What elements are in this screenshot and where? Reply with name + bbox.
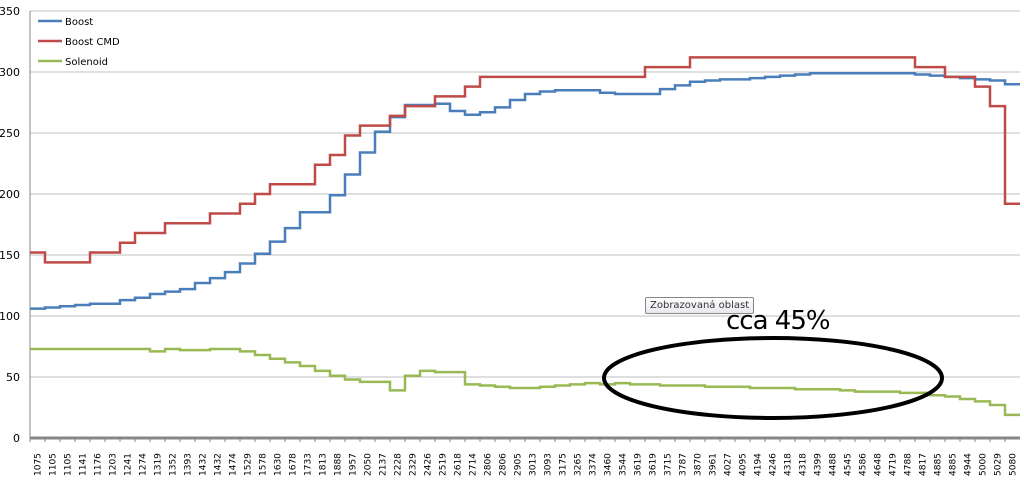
x-tick-label: 1241 — [124, 453, 134, 476]
x-tick-label: 3374 — [589, 453, 599, 476]
x-tick-label: 1105 — [64, 453, 74, 476]
x-tick-label: 4246 — [769, 453, 779, 476]
x-tick-label: 4817 — [919, 453, 929, 476]
x-tick-label: 1432 — [199, 453, 209, 476]
series-lines — [30, 56, 1020, 417]
x-tick-label: 2228 — [394, 453, 404, 476]
x-tick-label: 3013 — [529, 453, 539, 476]
x-tick-label: 1733 — [304, 453, 314, 476]
y-axis: 0 50 100 150 200 250 300 350 — [0, 5, 31, 445]
x-tick-label: 4788 — [904, 453, 914, 476]
x-tick-label: 1075 — [34, 453, 44, 476]
series-line-boost-cmd — [30, 56, 1020, 264]
x-tick-label: 3544 — [619, 453, 629, 476]
x-tick-label: 4194 — [754, 453, 764, 476]
y-tick-label: 250 — [0, 127, 20, 140]
x-tick-label: 3787 — [679, 453, 689, 476]
annotation-note: cca 45% — [726, 306, 831, 336]
x-tick-label: 1474 — [229, 453, 239, 476]
y-tick-label: 300 — [0, 66, 20, 79]
x-tick-label: 3093 — [544, 453, 554, 476]
series-line-solenoid — [30, 347, 1020, 417]
x-tick-label: 2329 — [409, 453, 419, 476]
gridlines — [30, 10, 1020, 378]
x-tick-label: 1888 — [334, 453, 344, 476]
x-tick-label: 1393 — [184, 453, 194, 476]
x-axis: 1075 1105 1105 1141 1176 1203 1241 1274 1319 1352… — [29, 436, 1020, 476]
highlight-ellipse — [602, 336, 944, 420]
x-tick-label: 1203 — [109, 453, 119, 476]
series-line-boost — [30, 71, 1020, 310]
x-tick-label: 4885 — [934, 453, 944, 476]
x-tick-label: 1105 — [49, 453, 59, 476]
y-tick-label: 350 — [0, 5, 20, 18]
x-tick-label: 1678 — [289, 453, 299, 476]
x-tick-label: 1141 — [79, 453, 89, 476]
x-tick-label: 2519 — [439, 453, 449, 476]
x-tick-label: 3619 — [634, 453, 644, 476]
x-tick-label: 3175 — [559, 453, 569, 476]
x-tick-label: 2050 — [364, 453, 374, 476]
x-tick-label: 4648 — [874, 453, 884, 476]
x-tick-label: 1352 — [169, 453, 179, 476]
x-tick-label: 3265 — [574, 453, 584, 476]
x-tick-label: 1529 — [244, 453, 254, 476]
x-tick-label: 4885 — [949, 453, 959, 476]
x-tick-label: 4719 — [889, 453, 899, 476]
x-tick-label: 4545 — [844, 453, 854, 476]
x-tick-label: 1319 — [154, 453, 164, 476]
x-tick-label: 3619 — [649, 453, 659, 476]
y-tick-label: 50 — [6, 371, 20, 384]
x-tick-label: 3715 — [664, 453, 674, 476]
x-tick-label: 5080 — [1009, 453, 1019, 476]
legend-label: Boost — [65, 17, 93, 28]
x-tick-label: 4027 — [724, 453, 734, 476]
x-tick-label: 1274 — [139, 453, 149, 476]
x-tick-label: 4488 — [829, 453, 839, 476]
y-tick-label: 200 — [0, 188, 20, 201]
x-tick-label: 5000 — [979, 453, 989, 476]
y-tick-label: 100 — [0, 310, 20, 323]
x-tick-label: 2905 — [514, 453, 524, 476]
x-tick-label: 3460 — [604, 453, 614, 476]
x-tick-label: 1176 — [94, 453, 104, 476]
x-tick-label: 3870 — [694, 453, 704, 476]
x-tick-label: 1578 — [259, 453, 269, 476]
x-tick-label: 2618 — [454, 453, 464, 476]
y-tick-label: 150 — [0, 249, 20, 262]
x-tick-label: 4944 — [964, 453, 974, 476]
x-tick-label: 4399 — [814, 453, 824, 476]
x-tick-label: 2714 — [469, 453, 479, 476]
x-tick-label: 1432 — [214, 453, 224, 476]
x-tick-label: 2137 — [379, 453, 389, 476]
x-tick-label: 4318 — [799, 453, 809, 476]
x-tick-label: 2806 — [499, 453, 509, 476]
x-tick-label: 2806 — [484, 453, 494, 476]
x-tick-label: 4095 — [739, 453, 749, 476]
x-tick-label: 2426 — [424, 453, 434, 476]
legend-label: Solenoid — [65, 57, 108, 68]
x-tick-label: 1813 — [319, 453, 329, 476]
legend-label: Boost CMD — [65, 37, 120, 48]
legend: Boost Boost CMD Solenoid — [38, 17, 120, 68]
x-tick-label: 5029 — [994, 453, 1004, 476]
x-tick-label: 4318 — [784, 453, 794, 476]
y-tick-label: 0 — [13, 432, 20, 445]
x-tick-label: 4586 — [859, 453, 869, 476]
tooltip-plot-area: Zobrazovaná oblast — [645, 297, 755, 314]
x-tick-label: 3961 — [709, 453, 719, 476]
x-tick-label: 1957 — [349, 453, 359, 476]
x-tick-label: 1630 — [274, 453, 284, 476]
